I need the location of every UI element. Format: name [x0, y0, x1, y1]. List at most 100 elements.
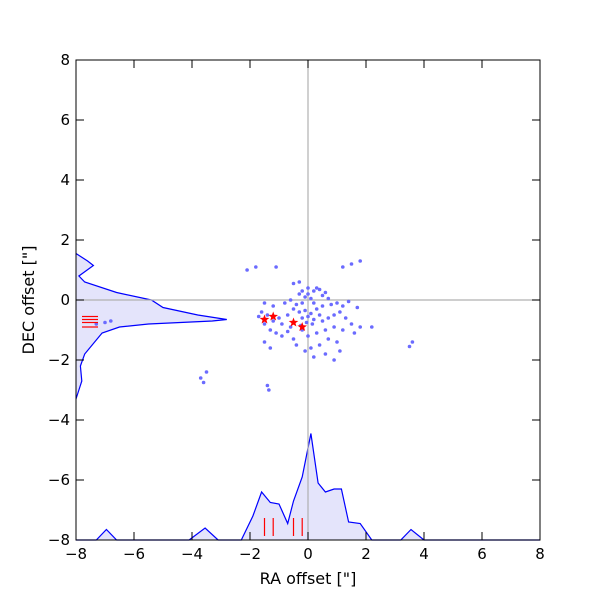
data-point	[326, 296, 331, 301]
data-point	[268, 328, 273, 332]
data-point	[103, 320, 107, 325]
data-point	[323, 352, 328, 356]
axis-ticks: −8 −6 −4 −2 0 2 4 6 8 −8 −6 −4 −2 0 2 4 6 8	[48, 51, 545, 563]
y-tick-label: −8	[48, 531, 70, 549]
data-point	[303, 349, 307, 353]
data-point	[303, 295, 307, 299]
data-point	[317, 343, 322, 347]
data-point	[109, 319, 113, 323]
data-point	[332, 313, 336, 317]
x-tick-label: 4	[419, 545, 429, 563]
star-marker	[268, 311, 278, 321]
data-point	[277, 316, 281, 320]
data-point	[294, 302, 299, 307]
data-point	[309, 296, 313, 301]
y-tick-label: −2	[48, 351, 70, 369]
data-point	[341, 265, 345, 269]
data-point	[256, 314, 261, 319]
data-point	[285, 313, 290, 317]
x-tick-label: −2	[239, 545, 261, 563]
data-point	[254, 265, 258, 269]
data-point	[265, 313, 270, 317]
data-point	[314, 307, 319, 311]
x-tick-label: 8	[535, 545, 545, 563]
data-point	[291, 337, 296, 341]
data-point	[262, 301, 267, 305]
data-point	[271, 319, 276, 323]
data-point	[259, 310, 264, 314]
data-point	[294, 343, 299, 347]
data-point	[303, 308, 307, 313]
data-point	[304, 320, 309, 325]
data-point	[407, 344, 412, 349]
x-tick-label: 0	[303, 545, 313, 563]
data-point	[335, 340, 339, 344]
data-point	[306, 314, 310, 319]
data-point	[352, 331, 357, 335]
data-point	[358, 325, 363, 329]
data-point	[306, 286, 310, 290]
data-point	[332, 358, 336, 362]
data-point	[306, 334, 310, 338]
star-marker	[288, 317, 299, 327]
data-point	[291, 307, 296, 311]
data-point	[326, 337, 331, 341]
reference-lines	[76, 60, 540, 540]
data-point	[262, 322, 267, 326]
data-point	[309, 311, 313, 316]
star-marker	[259, 314, 270, 324]
data-point	[274, 265, 278, 269]
data-point	[346, 299, 351, 304]
x-tick-label: −8	[65, 545, 87, 563]
x-tick-label: 6	[477, 545, 487, 563]
star-markers	[259, 311, 307, 331]
data-point	[338, 349, 342, 353]
data-point	[291, 281, 296, 286]
y-tick-label: 4	[60, 171, 70, 189]
data-point	[370, 325, 374, 329]
y-tick-label: 8	[60, 51, 70, 69]
data-point	[323, 290, 328, 295]
data-point	[320, 293, 325, 298]
data-point	[335, 301, 339, 305]
data-point	[349, 262, 354, 266]
data-point	[288, 298, 293, 302]
data-point	[306, 292, 310, 296]
x-axis-label: RA offset ["]	[260, 569, 357, 588]
data-point	[355, 305, 360, 310]
data-point	[274, 331, 278, 335]
data-point	[285, 329, 290, 334]
data-point	[332, 325, 336, 329]
data-point	[280, 334, 284, 338]
data-point	[265, 383, 270, 388]
data-point	[317, 287, 322, 292]
data-point	[312, 355, 316, 359]
data-point	[317, 313, 322, 317]
data-point	[201, 380, 206, 385]
data-point	[320, 304, 325, 308]
data-point	[326, 316, 331, 320]
data-point	[410, 340, 415, 344]
x-tick-label: −6	[123, 545, 145, 563]
x-tick-label: 2	[361, 545, 371, 563]
data-point	[341, 328, 345, 332]
data-point	[204, 370, 209, 374]
y-axis-label: DEC offset ["]	[19, 246, 38, 355]
data-point	[262, 340, 267, 344]
data-point	[198, 376, 203, 380]
data-point	[312, 289, 316, 293]
star-marker	[297, 322, 307, 331]
data-point	[297, 310, 302, 314]
y-tick-label: 6	[60, 111, 70, 129]
data-point	[358, 259, 363, 263]
ra-kde-line	[76, 433, 540, 541]
data-point	[271, 304, 276, 308]
scatter-points	[94, 259, 415, 392]
x-tick-label: −4	[181, 545, 203, 563]
data-point	[314, 331, 319, 335]
y-tick-label: −6	[48, 471, 70, 489]
y-tick-label: −4	[48, 411, 70, 429]
dec-kde-fill	[76, 253, 227, 399]
data-point	[323, 328, 328, 332]
